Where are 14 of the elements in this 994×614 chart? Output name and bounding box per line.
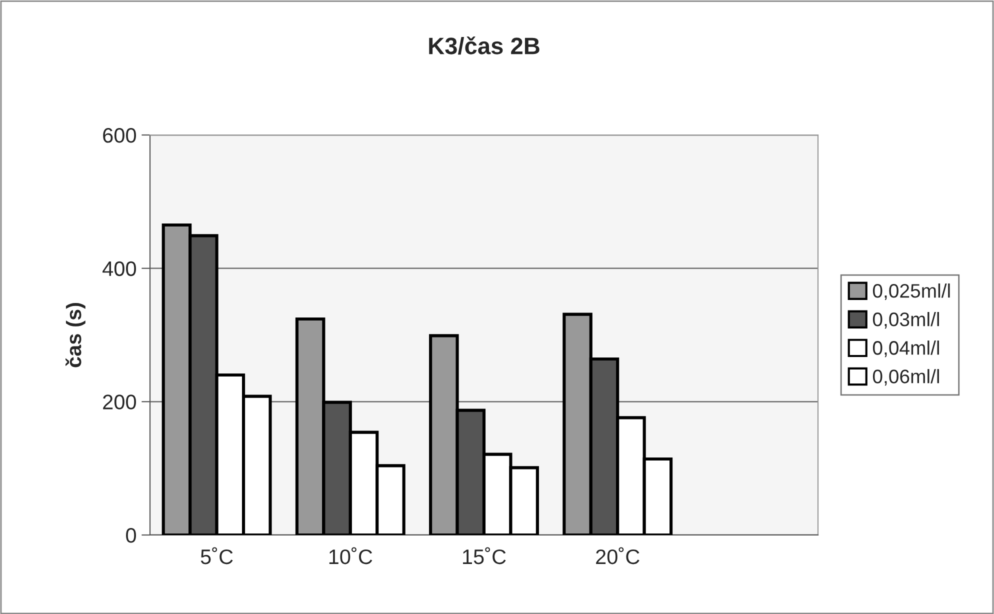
- x-tick-label: 20˚C: [596, 547, 640, 564]
- y-axis-title: čas (s): [66, 303, 86, 368]
- y-tick-label: 400: [102, 261, 136, 276]
- y-tick-label: 600: [103, 128, 136, 143]
- y-tick-label: 0: [126, 528, 136, 543]
- legend-label: 0,06ml/l: [872, 369, 939, 386]
- x-tick-label: 10˚C: [329, 547, 372, 564]
- chart-title: K3/čas 2B: [429, 36, 540, 55]
- x-tick-label: 15˚C: [463, 547, 506, 564]
- legend-label: 0,03ml/l: [872, 312, 939, 329]
- legend-label: 0,04ml/l: [872, 340, 939, 358]
- x-tick-label: 5˚C: [200, 547, 233, 564]
- y-tick-label: 200: [103, 394, 136, 410]
- legend-label: 0,025ml/l: [872, 283, 950, 300]
